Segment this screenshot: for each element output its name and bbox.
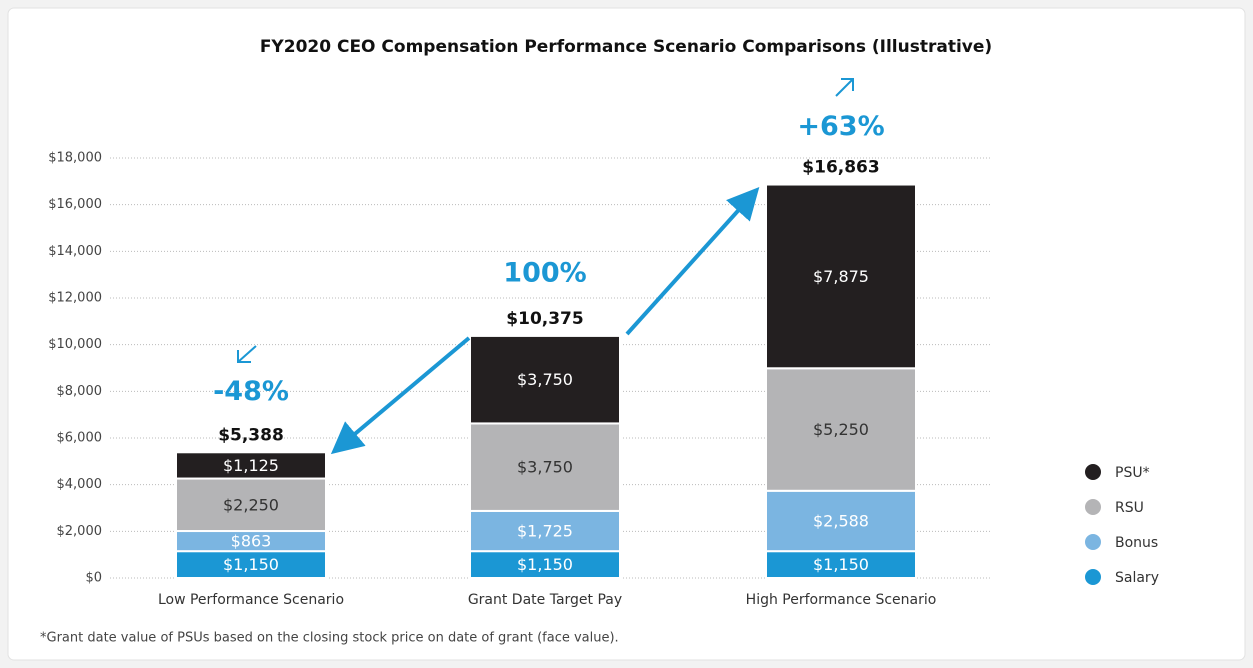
total-label: $10,375 (506, 309, 583, 329)
change-label: +63% (797, 111, 884, 142)
segment-label: $5,250 (813, 420, 869, 439)
total-label: $5,388 (218, 425, 284, 445)
legend-swatch (1083, 462, 1103, 482)
bar-segment (175, 477, 327, 533)
y-tick-label: $6,000 (57, 431, 103, 446)
segment-label: $1,150 (517, 555, 573, 574)
segment-label: $3,750 (517, 370, 573, 389)
y-tick-label: $8,000 (57, 384, 103, 399)
y-tick-label: $2,000 (57, 524, 103, 539)
segment-label: $7,875 (813, 267, 869, 286)
bar-segment (469, 334, 621, 425)
change-label: 100% (503, 257, 586, 288)
x-tick-label: Grant Date Target Pay (468, 592, 622, 608)
y-tick-label: $14,000 (48, 244, 102, 259)
legend-swatch (1083, 497, 1103, 517)
segment-label: $1,125 (223, 456, 279, 475)
y-tick-label: $10,000 (48, 337, 102, 352)
segment-label: $1,150 (813, 555, 869, 574)
y-tick-label: $0 (85, 571, 102, 586)
change-label: -48% (213, 376, 289, 407)
legend-swatch (1083, 567, 1103, 587)
y-tick-label: $18,000 (48, 151, 102, 166)
bars (175, 183, 917, 580)
segment-label: $2,588 (813, 511, 869, 530)
segment-label: $863 (231, 532, 272, 551)
chart-title: FY2020 CEO Compensation Performance Scen… (260, 37, 992, 57)
bar-segment (175, 550, 327, 580)
bar-segment (469, 509, 621, 553)
legend-label: Bonus (1115, 535, 1158, 551)
segment-label: $3,750 (517, 458, 573, 477)
y-tick-label: $16,000 (48, 197, 102, 212)
segment-label: $1,725 (517, 522, 573, 541)
legend-label: PSU* (1115, 465, 1150, 481)
y-tick-label: $12,000 (48, 291, 102, 306)
y-tick-label: $4,000 (57, 477, 103, 492)
legend-label: RSU (1115, 500, 1144, 516)
bar-segment (175, 451, 327, 480)
arrow-up (625, 187, 760, 336)
bar-segment (765, 183, 917, 370)
legend-swatch (1083, 532, 1103, 552)
arrow-down (330, 336, 471, 455)
up-icon (835, 78, 854, 97)
x-tick-label: High Performance Scenario (746, 592, 937, 608)
segment-label: $1,150 (223, 555, 279, 574)
footnote: *Grant date value of PSUs based on the c… (40, 631, 619, 646)
x-tick-label: Low Performance Scenario (158, 592, 344, 608)
bar-segment (765, 367, 917, 492)
legend-label: Salary (1115, 570, 1159, 586)
total-label: $16,863 (802, 158, 879, 178)
bar-segment (765, 550, 917, 580)
segment-label: $2,250 (223, 495, 279, 514)
bar-segment (469, 422, 621, 512)
down-icon (237, 345, 257, 363)
